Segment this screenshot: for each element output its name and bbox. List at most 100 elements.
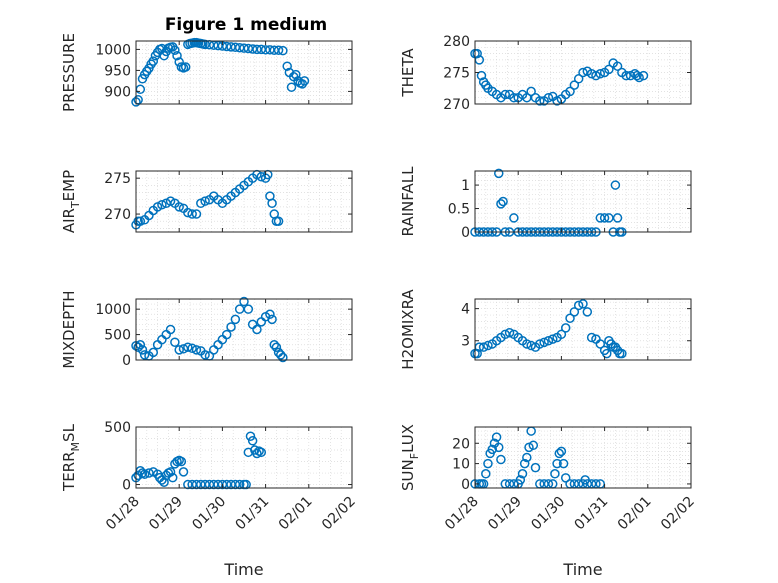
data-point: [200, 350, 210, 360]
data-point: [178, 467, 189, 477]
data-point: [291, 69, 301, 80]
x-tick-label: 02/01: [276, 494, 316, 534]
data-point: [543, 335, 554, 346]
data-point: [172, 50, 182, 61]
y-tick-label: 275: [443, 66, 470, 82]
x-axis-label: Time: [562, 560, 602, 579]
data-point: [167, 472, 178, 483]
x-tick-label: 01/28: [103, 494, 143, 534]
y-tick-label: 1: [461, 178, 470, 194]
x-axis-label: Time: [223, 560, 263, 579]
data-point: [569, 307, 580, 317]
y-axis-label: MIXDEPTH: [60, 290, 78, 368]
data-point: [226, 322, 236, 332]
y-tick-label: 500: [104, 420, 131, 436]
axes-box: [135, 170, 353, 233]
y-tick-label: 275: [104, 171, 131, 187]
axes-box: [135, 426, 353, 489]
data-point: [554, 448, 564, 459]
data-point: [265, 309, 275, 319]
data-point: [256, 171, 267, 182]
data-point: [481, 469, 491, 479]
data-point: [621, 70, 631, 81]
data-point: [299, 76, 310, 86]
y-tick-label: 4: [461, 302, 470, 318]
data-point: [139, 350, 150, 360]
data-point: [528, 440, 539, 451]
data-point: [478, 342, 489, 352]
data-point: [267, 198, 277, 209]
x-tick-label: 01/28: [442, 494, 482, 534]
data-point: [552, 458, 562, 469]
data-point: [243, 447, 254, 458]
data-point: [578, 67, 588, 78]
data-point: [230, 314, 241, 325]
data-point: [148, 347, 159, 358]
data-point: [241, 479, 251, 490]
x-tick-label: 01/29: [485, 494, 525, 534]
y-tick-label: 3: [461, 334, 470, 350]
data-point: [573, 300, 584, 311]
data-point: [604, 64, 614, 75]
x-tick-label: 01/31: [572, 494, 612, 534]
data-point: [170, 45, 180, 55]
y-axis-label: TERRMSL: [60, 423, 82, 492]
x-tick-label: 01/30: [189, 494, 229, 534]
y-tick-label: 0: [461, 225, 470, 241]
y-tick-label: 500: [104, 328, 131, 344]
data-point: [273, 216, 284, 226]
data-point: [617, 348, 627, 359]
subplot-1: 900 950 1000 PRESSURE: [60, 33, 353, 112]
data-point: [535, 96, 545, 106]
subplot-2: 270 275 280 THETA: [399, 34, 692, 113]
data-point: [599, 213, 610, 223]
data-point: [176, 456, 187, 467]
data-point: [144, 468, 154, 478]
data-point: [137, 345, 148, 355]
data-point: [483, 340, 493, 351]
data-point: [535, 339, 545, 349]
data-point: [550, 469, 560, 479]
data-point: [187, 209, 197, 219]
x-tick-label: 01/30: [528, 494, 568, 534]
data-point: [526, 340, 536, 351]
data-point: [494, 168, 504, 179]
data-point: [278, 352, 288, 363]
data-point: [483, 458, 493, 469]
y-tick-label: 950: [104, 63, 131, 79]
data-point: [494, 442, 504, 453]
data-point: [565, 86, 575, 97]
data-point: [165, 467, 176, 477]
x-tick-label: 02/02: [319, 494, 359, 534]
axes-box: [135, 298, 353, 361]
data-point: [522, 339, 532, 349]
axes-box: [474, 298, 692, 361]
subplot-6: 3 4 H2OMIXRA: [399, 289, 692, 370]
data-point: [273, 45, 284, 55]
x-tick-label: 01/29: [146, 494, 186, 534]
axes-box: [474, 170, 692, 233]
data-point: [267, 314, 277, 325]
data-point: [256, 447, 267, 458]
y-tick-label: 900: [104, 84, 131, 100]
subplot-4: 0 0.5 1 RAINFALL: [399, 166, 692, 241]
data-point: [595, 339, 606, 349]
data-point: [612, 213, 623, 223]
data-point: [472, 348, 482, 359]
data-point: [556, 446, 567, 457]
y-tick-label: 0: [122, 353, 131, 369]
y-tick-label: 0: [461, 477, 470, 493]
data-point: [165, 324, 176, 335]
data-point: [582, 307, 593, 317]
data-point: [543, 92, 554, 103]
data-point: [612, 61, 623, 71]
data-point: [500, 89, 510, 100]
data-point: [180, 62, 191, 72]
data-point: [558, 458, 569, 469]
data-point: [271, 342, 282, 353]
data-point: [595, 69, 606, 79]
y-axis-label: PRESSURE: [60, 33, 78, 112]
data-point: [200, 196, 210, 206]
data-point: [526, 86, 536, 97]
data-point: [632, 70, 642, 81]
